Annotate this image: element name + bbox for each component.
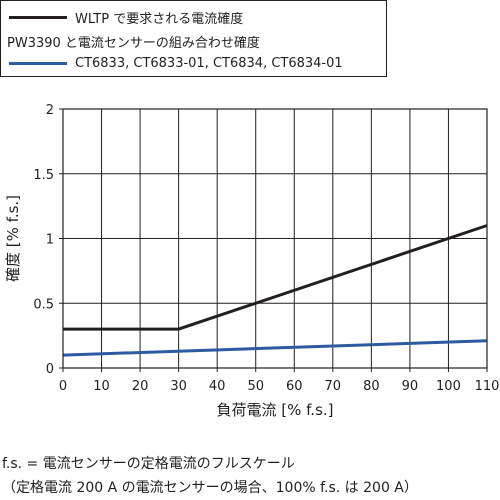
series-line-0 (63, 224, 488, 331)
footnote-line-2: （定格電流 200 A の電流センサーの場合、100% f.s. は 200 A… (2, 480, 418, 496)
footnote-line-1: f.s. = 電流センサーの定格電流のフルスケール (2, 456, 295, 472)
tick-labels: 0 10 20 30 40 50 60 70 80 90 100 110 0 0.5 1 1.5 2 (33, 103, 499, 394)
legend-item-ct-sensors: CT6833, CT6833-01, CT6834, CT6834-01 (1, 52, 343, 74)
x-tick-label-50: 50 (247, 379, 264, 394)
x-tick-label-100: 100 (436, 379, 461, 394)
series-layer (62, 224, 488, 357)
y-tick-label-1: 0.5 (33, 297, 54, 312)
x-axis-title: 負荷電流 [% f.s.] (216, 401, 333, 419)
y-axis-title: 確度 [% f.s.] (4, 195, 22, 282)
y-tick-label-0: 0 (46, 362, 54, 377)
legend-label-wltp: WLTP で要求される電流確度 (75, 11, 244, 27)
legend-item-wltp: WLTP で要求される電流確度 (1, 6, 243, 28)
x-tick-label-90: 90 (402, 379, 419, 394)
legend-swatch-ct-sensors (9, 61, 67, 65)
x-tick-label-60: 60 (286, 379, 303, 394)
y-tick-label-3: 1.5 (33, 168, 54, 183)
legend-label-ct-sensors: CT6833, CT6833-01, CT6834, CT6834-01 (75, 55, 343, 71)
y-tick-label-2: 1 (46, 233, 54, 248)
x-tick-label-30: 30 (170, 379, 187, 394)
x-tick-label-20: 20 (132, 379, 149, 394)
x-tick-label-80: 80 (363, 379, 380, 394)
x-tick-label-110: 110 (475, 379, 500, 394)
x-tick-label-0: 0 (59, 379, 67, 394)
x-tick-label-70: 70 (325, 379, 342, 394)
legend-item-combination-heading: PW3390 と電流センサーの組み合わせ確度 (1, 30, 260, 52)
x-tick-label-10: 10 (93, 379, 110, 394)
legend-swatch-wltp (9, 15, 67, 19)
series-line-1 (62, 339, 488, 357)
x-tick-label-40: 40 (209, 379, 226, 394)
accuracy-chart: 0 10 20 30 40 50 60 70 80 90 100 110 0 0.5 1 1.5 2 負荷電流 … (4, 103, 499, 419)
footnote: f.s. = 電流センサーの定格電流のフルスケール （定格電流 200 A の電… (2, 452, 418, 500)
legend-label-combination: PW3390 と電流センサーの組み合わせ確度 (7, 35, 260, 51)
y-tick-label-4: 2 (46, 103, 54, 118)
legend: WLTP で要求される電流確度 PW3390 と電流センサーの組み合わせ確度 C… (0, 0, 387, 77)
grid (63, 109, 487, 368)
